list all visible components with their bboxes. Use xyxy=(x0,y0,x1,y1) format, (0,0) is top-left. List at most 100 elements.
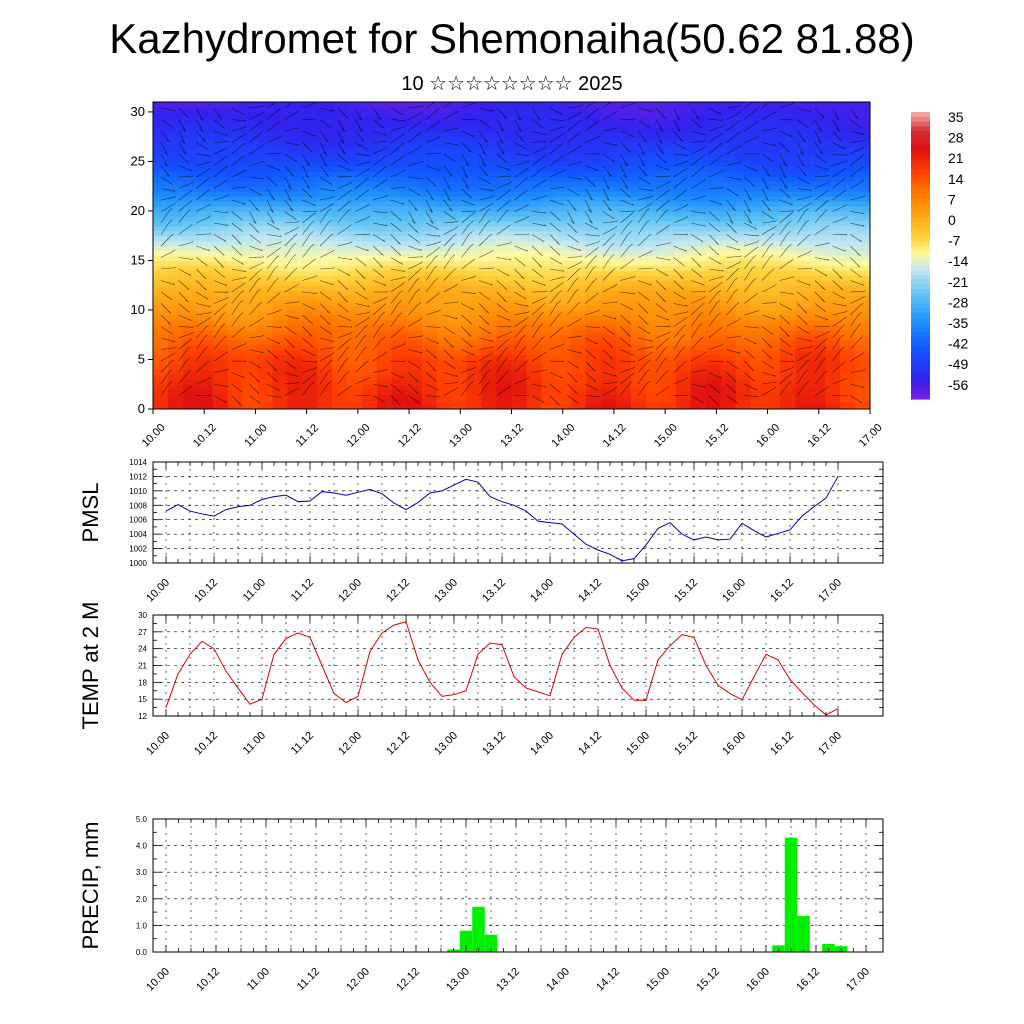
heatmap-cell xyxy=(347,260,363,266)
heatmap-cell xyxy=(750,141,767,148)
heatmap-cell xyxy=(735,156,752,163)
wind-barb xyxy=(160,188,176,192)
wind-barb xyxy=(213,336,227,350)
heatmap-cell xyxy=(855,201,870,207)
wind-barb xyxy=(390,326,405,339)
wind-barb xyxy=(284,326,297,335)
heatmap-cell xyxy=(690,250,707,257)
heatmap-cell xyxy=(571,334,587,341)
heatmap-cell xyxy=(810,136,826,143)
wind-barb xyxy=(832,233,847,236)
heatmap-cell xyxy=(392,359,408,366)
heatmap-cell xyxy=(421,250,438,257)
heatmap-cell xyxy=(421,196,438,202)
heatmap-cell xyxy=(616,186,632,192)
heatmap-cell xyxy=(840,131,856,138)
heatmap-cell xyxy=(153,250,169,257)
heatmap-cell xyxy=(705,111,722,118)
heatmap-cell xyxy=(705,102,722,108)
heatmap-cell xyxy=(735,369,752,375)
heatmap-cell xyxy=(631,156,647,163)
heatmap-cell xyxy=(272,314,289,321)
heatmap-cell xyxy=(362,275,378,281)
heatmap-cell xyxy=(526,349,542,356)
heatmap-cell xyxy=(257,111,274,118)
heatmap-cell xyxy=(705,364,722,370)
wind-barb xyxy=(390,360,406,362)
heatmap-cell xyxy=(287,186,303,192)
heatmap-cell xyxy=(451,146,468,153)
heatmap-cell xyxy=(227,186,244,192)
heatmap-cell xyxy=(347,176,363,182)
wind-barb xyxy=(532,234,545,243)
heatmap-cell xyxy=(451,171,468,177)
heatmap-cell xyxy=(302,171,318,177)
heatmap-cell xyxy=(347,141,363,148)
heatmap-cell xyxy=(735,201,752,207)
heatmap-cell xyxy=(541,309,557,316)
heatmap-cell xyxy=(840,300,856,306)
heatmap-cell xyxy=(272,295,289,301)
heatmap-cell xyxy=(660,404,677,409)
heatmap-cell xyxy=(840,245,856,252)
wind-barb xyxy=(655,314,670,321)
heatmap-cell xyxy=(810,364,826,370)
heatmap-cell xyxy=(556,344,572,351)
heatmap-cell xyxy=(556,399,572,405)
heatmap-cell xyxy=(332,235,348,242)
heatmap-cell xyxy=(631,240,647,247)
heatmap-cell xyxy=(825,349,841,356)
heatmap-cell xyxy=(526,215,542,222)
heatmap-cell xyxy=(377,270,393,276)
heatmap-cell xyxy=(795,324,811,331)
heatmap-cell xyxy=(182,121,199,128)
heatmap-cell xyxy=(377,349,393,356)
heatmap-cell xyxy=(825,196,841,202)
heatmap-cell xyxy=(795,240,811,247)
heatmap-cell xyxy=(825,379,841,385)
heatmap-cell xyxy=(406,309,423,316)
heatmap-cell xyxy=(451,295,468,301)
wind-barb xyxy=(196,334,208,350)
heatmap-cell xyxy=(227,131,244,138)
heatmap-cell xyxy=(167,210,184,217)
wind-barb xyxy=(691,302,705,316)
heatmap-cell xyxy=(287,265,303,271)
wind-barb xyxy=(673,119,681,132)
wind-barb xyxy=(390,222,402,232)
heatmap-cell xyxy=(556,245,572,252)
wind-barb xyxy=(337,314,351,321)
heatmap-cell xyxy=(227,181,244,187)
heatmap-cell xyxy=(436,121,453,128)
heatmap-cell xyxy=(436,300,453,306)
wind-barb xyxy=(231,383,243,393)
heatmap-cell xyxy=(153,404,169,409)
heatmap-cell xyxy=(227,220,244,227)
wind-barb xyxy=(691,351,706,362)
wind-barb xyxy=(160,359,174,373)
heatmap-cell xyxy=(287,126,303,133)
wind-barb xyxy=(267,326,282,328)
heatmap-cell xyxy=(556,354,572,361)
heatmap-cell xyxy=(735,359,752,366)
heatmap-cell xyxy=(586,394,602,400)
heatmap-cell xyxy=(556,126,572,133)
heatmap-cell xyxy=(182,354,199,361)
heatmap-cell xyxy=(347,131,363,138)
wind-barb xyxy=(531,107,541,120)
heatmap-cell xyxy=(616,215,632,222)
wind-barb xyxy=(549,222,561,233)
heatmap-cell xyxy=(302,255,318,262)
heatmap-cell xyxy=(556,121,572,128)
heatmap-cell xyxy=(302,389,318,395)
wind-barb xyxy=(408,120,423,132)
heatmap-cell xyxy=(287,171,303,177)
heatmap-cell xyxy=(616,191,632,197)
heatmap-cell xyxy=(511,131,528,138)
heatmap-cell xyxy=(541,235,557,242)
heatmap-cell xyxy=(362,201,378,207)
heatmap-cell xyxy=(541,354,557,361)
heatmap-cell xyxy=(287,181,303,187)
heatmap-cell xyxy=(466,384,483,390)
